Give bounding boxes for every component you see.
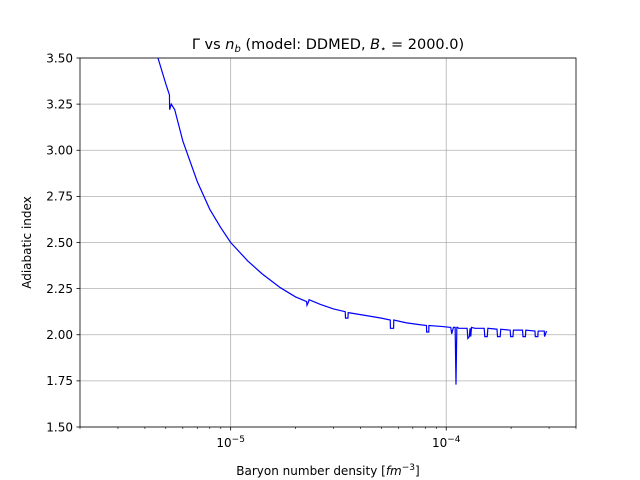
x-tick-label: 10−4	[432, 435, 461, 450]
y-tick-label: 1.75	[46, 374, 73, 388]
y-tick-label: 2.00	[46, 328, 73, 342]
y-tick-label: 3.25	[46, 97, 73, 111]
grid-lines	[80, 57, 576, 428]
series-line	[157, 58, 548, 385]
axis-ticks: 1.50 1.75 2.00 2.25 2.50 2.75 3.00 3.25 3.50 10−5…	[46, 51, 577, 450]
y-tick-label: 3.00	[46, 144, 73, 158]
data-layer	[157, 58, 548, 385]
y-axis-label: Adiabatic index	[20, 196, 34, 289]
y-tick-label: 2.75	[46, 190, 73, 204]
y-tick-label: 1.50	[46, 420, 73, 434]
y-tick-label: 2.25	[46, 282, 73, 296]
y-tick-label: 3.50	[46, 51, 73, 65]
x-tick-label: 10−5	[216, 435, 245, 450]
x-axis-label: Baryon number density [fm−3]	[236, 463, 419, 478]
y-tick-label: 2.50	[46, 236, 73, 250]
chart-title: Γ vs nb (model: DDMED, B⋆ = 2000.0)	[192, 37, 464, 55]
